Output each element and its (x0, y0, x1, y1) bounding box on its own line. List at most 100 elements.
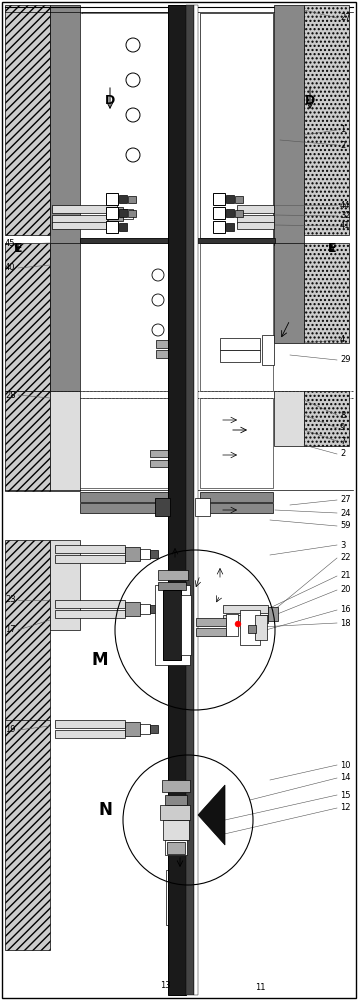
Text: 9: 9 (340, 424, 345, 432)
Text: 14: 14 (340, 774, 350, 782)
Bar (304, 243, 349, 343)
Bar (226, 614, 238, 636)
Text: 27: 27 (340, 13, 350, 22)
Text: 45: 45 (5, 239, 15, 248)
Bar (200, 13, 273, 238)
Bar (155, 585, 190, 665)
Bar (158, 582, 186, 590)
Bar (123, 209, 133, 219)
Bar (119, 195, 127, 203)
Bar (220, 350, 260, 362)
Bar (50, 243, 80, 391)
Text: 12: 12 (340, 804, 350, 812)
Text: D: D (105, 94, 115, 106)
Bar (140, 724, 150, 734)
Text: 16: 16 (340, 605, 350, 614)
Bar (248, 625, 256, 633)
Bar (55, 730, 125, 738)
Bar (237, 215, 274, 223)
Bar (160, 805, 190, 820)
Text: 22: 22 (340, 554, 350, 562)
Bar (140, 604, 150, 614)
Text: 27: 27 (340, 495, 350, 504)
Bar (5, 540, 50, 740)
Text: 19: 19 (5, 726, 15, 734)
Bar (195, 498, 210, 516)
Text: M: M (92, 651, 108, 669)
Text: 29: 29 (340, 356, 350, 364)
Text: 10: 10 (340, 760, 350, 770)
Polygon shape (198, 785, 225, 845)
Bar (156, 340, 186, 348)
Text: 1: 1 (340, 125, 345, 134)
Bar (200, 492, 273, 502)
Bar (106, 207, 118, 219)
Bar (128, 210, 136, 217)
Bar (200, 243, 273, 391)
Text: 18: 18 (340, 618, 350, 628)
Bar (106, 193, 118, 205)
Bar (55, 610, 125, 618)
Bar (163, 590, 181, 660)
Bar (196, 628, 226, 636)
Bar (240, 610, 260, 645)
Bar (125, 602, 140, 616)
Bar (235, 210, 243, 217)
Text: 13: 13 (160, 980, 170, 990)
Text: 28: 28 (5, 390, 16, 399)
Text: E: E (14, 241, 22, 254)
Text: 4: 4 (340, 336, 345, 344)
Bar (150, 605, 158, 613)
Bar (50, 540, 80, 630)
Text: 2: 2 (340, 450, 345, 458)
Circle shape (235, 621, 241, 627)
Text: D: D (305, 94, 315, 106)
Bar (125, 547, 140, 561)
Bar (213, 193, 225, 205)
Bar (150, 460, 168, 467)
Text: 20: 20 (340, 585, 350, 594)
Bar (55, 545, 125, 553)
Bar (106, 221, 118, 233)
Bar (165, 840, 187, 855)
Bar (237, 205, 274, 213)
Bar (274, 391, 304, 446)
Bar (80, 503, 168, 513)
Bar (52, 215, 107, 223)
Bar (80, 398, 168, 488)
Bar (80, 243, 168, 391)
Text: 59: 59 (340, 522, 350, 530)
Text: 21: 21 (340, 572, 350, 580)
Bar (55, 555, 125, 563)
Bar (165, 795, 187, 805)
Bar (196, 618, 226, 626)
Text: 24: 24 (340, 508, 350, 518)
Bar (82, 12, 187, 245)
Bar (200, 503, 273, 513)
Bar (226, 223, 234, 231)
Bar (237, 222, 274, 229)
Bar (262, 335, 274, 365)
Bar (166, 870, 186, 925)
Bar (226, 195, 234, 203)
Text: 23: 23 (5, 595, 16, 604)
Bar (181, 595, 191, 655)
Bar (140, 549, 150, 559)
Bar (223, 605, 268, 613)
Bar (84, 15, 184, 243)
Text: 8: 8 (340, 410, 345, 420)
Bar (80, 13, 168, 238)
Text: 41: 41 (340, 222, 350, 231)
Bar (119, 209, 127, 217)
Bar (150, 450, 168, 457)
Bar (150, 550, 158, 558)
Bar (200, 13, 273, 238)
Bar (170, 925, 182, 955)
Text: 32: 32 (340, 212, 350, 221)
Bar (274, 5, 304, 245)
Bar (5, 5, 50, 235)
Bar (213, 221, 225, 233)
Bar (235, 196, 243, 203)
Bar (162, 780, 190, 792)
Bar (226, 209, 234, 217)
